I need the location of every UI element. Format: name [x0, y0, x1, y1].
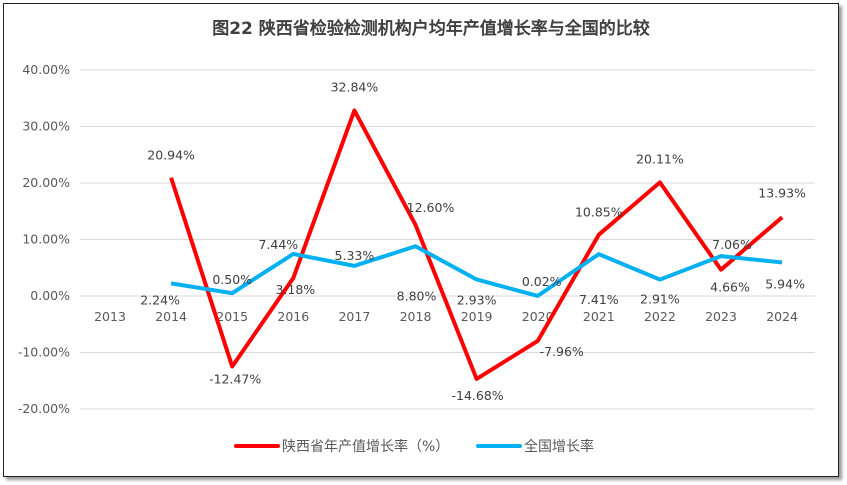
data-label: 5.94%	[765, 276, 805, 291]
y-tick-label: 10.00%	[22, 232, 70, 247]
data-label: 20.94%	[147, 148, 195, 163]
legend-label: 陕西省年产值增长率（%）	[282, 438, 449, 455]
data-label: 13.93%	[758, 185, 806, 200]
x-tick-label: 2014	[155, 309, 187, 324]
y-tick-label: 0.00%	[30, 288, 70, 303]
data-label: 3.18%	[275, 282, 315, 297]
x-tick-label: 2024	[766, 309, 798, 324]
data-label: 4.66%	[710, 280, 750, 295]
data-label: 32.84%	[331, 79, 379, 94]
x-tick-label: 2016	[277, 309, 309, 324]
data-label: 20.11%	[636, 151, 684, 166]
y-tick-label: -10.00%	[18, 345, 70, 360]
data-label: 7.44%	[258, 237, 298, 252]
data-label: 8.80%	[397, 288, 437, 303]
data-label: 10.85%	[575, 205, 623, 220]
data-label: 2.93%	[457, 292, 497, 307]
chart-title: 图22 陕西省检验检测机构户均年产值增长率与全国的比较	[212, 18, 650, 39]
series-line-1	[170, 244, 783, 298]
data-label: -14.68%	[452, 388, 504, 403]
data-label: -12.47%	[209, 371, 261, 386]
x-tick-label: 2022	[644, 309, 676, 324]
y-tick-label: -20.00%	[18, 401, 70, 416]
data-label: 0.02%	[522, 274, 562, 289]
y-tick-label: 40.00%	[22, 62, 70, 77]
data-label: 7.41%	[579, 292, 619, 307]
x-tick-label: 2015	[216, 309, 248, 324]
y-tick-label: 20.00%	[22, 175, 70, 190]
data-label: 2.91%	[640, 292, 680, 307]
x-tick-label: 2020	[522, 309, 554, 324]
data-label: 0.50%	[212, 272, 252, 287]
data-label: 12.60%	[407, 200, 455, 215]
legend-label: 全国增长率	[524, 438, 594, 455]
x-tick-label: 2017	[338, 309, 370, 324]
data-label: 5.33%	[335, 248, 375, 263]
x-tick-label: 2023	[705, 309, 737, 324]
x-tick-label: 2021	[583, 309, 615, 324]
data-label: 2.24%	[140, 292, 180, 307]
data-label: 7.06%	[712, 237, 752, 252]
x-tick-label: 2013	[94, 309, 126, 324]
x-tick-label: 2019	[461, 309, 493, 324]
y-tick-label: 30.00%	[22, 119, 70, 134]
x-tick-label: 2018	[400, 309, 432, 324]
data-label: -7.96%	[540, 344, 584, 359]
